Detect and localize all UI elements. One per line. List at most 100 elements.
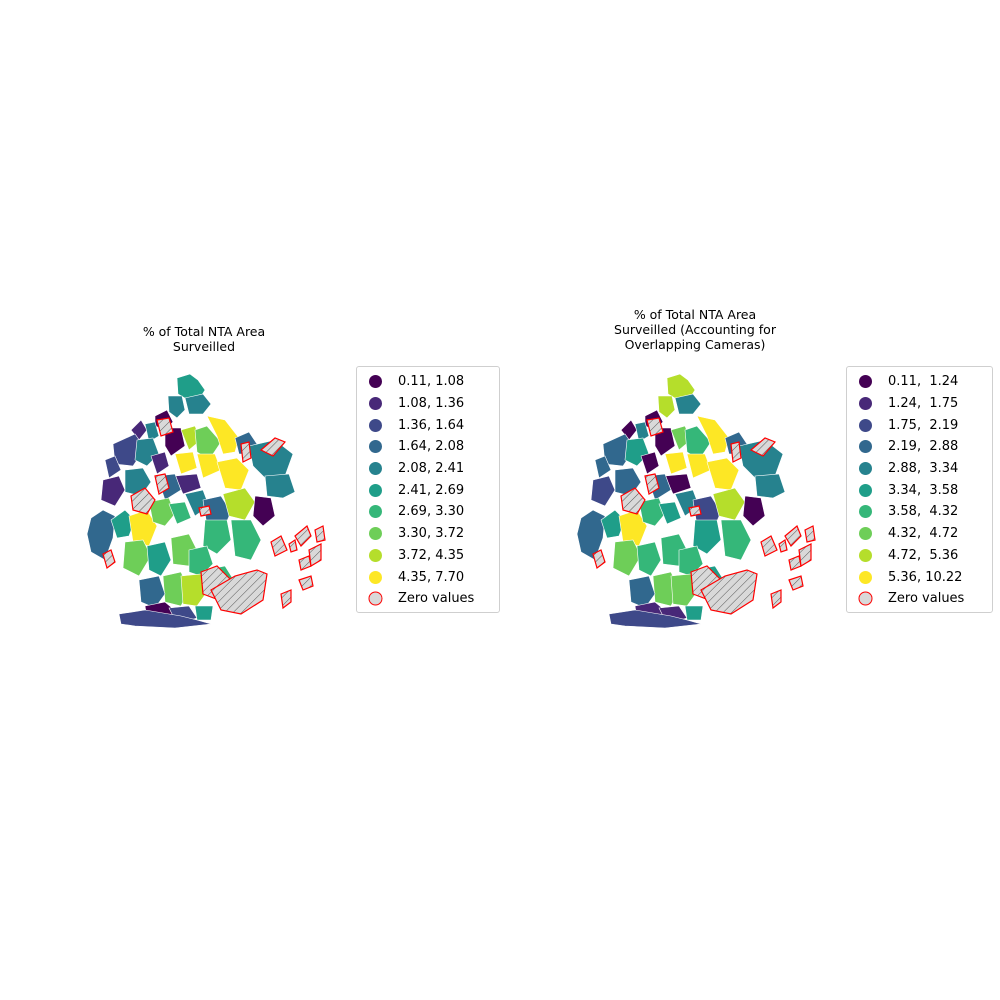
nta-region (696, 415, 730, 455)
choropleth-map-left (86, 373, 326, 629)
zero-value-region (646, 417, 664, 437)
legend-entry: Zero values (363, 588, 493, 610)
legend-label: Zero values (888, 591, 965, 607)
nta-region (686, 453, 712, 479)
nta-region (608, 609, 702, 629)
legend-swatch (859, 527, 872, 541)
zero-value-region (760, 535, 778, 557)
nta-region (657, 395, 676, 419)
nta-region (658, 501, 682, 525)
nta-region (86, 509, 116, 561)
zero-value-region (308, 543, 322, 567)
nta-region (150, 451, 170, 475)
nta-region (636, 541, 662, 577)
nta-region (720, 519, 752, 561)
legend-label: 2.88, 3.34 (888, 461, 959, 477)
zero-value-region (784, 525, 802, 547)
legend-label: 1.75, 2.19 (888, 417, 959, 433)
nta-region (196, 453, 222, 479)
nta-region (692, 519, 722, 555)
zero-value-region (798, 543, 812, 567)
legend-entry: 3.72, 4.35 (363, 545, 493, 567)
zero-value-region (644, 473, 660, 495)
legend-entry: 3.34, 3.58 (853, 479, 986, 501)
title-line: % of Total NTA Area (633, 307, 757, 322)
title-line: Surveilled (172, 339, 236, 354)
nta-region (148, 497, 176, 527)
legend-swatch (859, 375, 872, 389)
zero-value-region (156, 417, 174, 437)
legend-entry: 1.64, 2.08 (363, 436, 493, 458)
nta-region (264, 473, 296, 499)
legend-label: 0.11, 1.08 (398, 374, 465, 390)
nta-region (674, 393, 702, 415)
nta-region (252, 495, 276, 527)
choropleth-map-right (576, 373, 816, 629)
zero-value-region (259, 437, 287, 457)
zero-value-region (770, 589, 782, 610)
nta-region (576, 509, 606, 561)
nta-region (634, 421, 650, 443)
legend-entry: 5.36, 10.22 (853, 566, 986, 588)
nta-region (202, 519, 232, 555)
legend-entry: 4.35, 7.70 (363, 566, 493, 588)
nta-region (628, 575, 656, 609)
zero-value-region (240, 441, 252, 463)
zero-value-region (730, 441, 742, 463)
legend-swatch (369, 397, 382, 411)
legend-label: 1.36, 1.64 (398, 417, 465, 433)
legend-label: 1.64, 2.08 (398, 439, 465, 455)
zero-value-region (298, 555, 312, 571)
legend-entry: 3.30, 3.72 (363, 523, 493, 545)
legend-label: 3.30, 3.72 (398, 526, 465, 542)
legend-label: 3.72, 4.35 (398, 547, 465, 563)
zero-value-region (788, 575, 804, 591)
legend-swatch (859, 462, 872, 476)
nta-region (654, 427, 676, 457)
legend-swatch (859, 505, 872, 519)
zero-value-region (280, 589, 292, 610)
zero-value-region (154, 473, 170, 495)
legend-label: 4.32, 4.72 (888, 526, 959, 542)
zero-value-region (592, 549, 606, 570)
nta-region (167, 395, 186, 419)
map-title-left: % of Total NTA Area Surveilled (104, 324, 304, 354)
nta-region (184, 393, 212, 415)
nta-region (194, 605, 214, 621)
legend-swatch (369, 440, 382, 454)
legend-label: 4.72, 5.36 (888, 547, 959, 563)
legend-label: 1.24, 1.75 (888, 396, 959, 412)
zero-value-region (314, 525, 326, 543)
legend-swatch (369, 548, 382, 562)
legend-swatch (369, 570, 382, 584)
legend-label: 4.35, 7.70 (398, 569, 465, 585)
nta-region (640, 451, 660, 475)
legend-swatch (859, 440, 872, 454)
legend-entry: 2.41, 2.69 (363, 479, 493, 501)
nta-region (222, 487, 256, 521)
legend-swatch (859, 397, 872, 411)
legend-swatch (369, 505, 382, 519)
legend-label: 2.69, 3.30 (398, 504, 465, 520)
legend-right: 0.11, 1.24 1.24, 1.75 1.75, 2.19 2.19, 2.88… (846, 366, 993, 613)
nta-region (712, 487, 746, 521)
legend-left: 0.11, 1.08 1.08, 1.36 1.36, 1.64 1.64, 2.08… (356, 366, 500, 613)
nta-region (742, 495, 766, 527)
legend-label: 2.19, 2.88 (888, 439, 959, 455)
nta-region (206, 415, 240, 455)
nta-region (638, 497, 666, 527)
title-line: % of Total NTA Area (142, 324, 266, 339)
legend-label: 0.11, 1.24 (888, 374, 959, 390)
nta-region (122, 539, 152, 577)
legend-entry: 1.36, 1.64 (363, 414, 493, 436)
legend-label: 2.08, 2.41 (398, 461, 465, 477)
legend-entry: 2.69, 3.30 (363, 501, 493, 523)
legend-swatch (858, 591, 873, 606)
legend-entry: 2.08, 2.41 (363, 458, 493, 480)
title-line: Overlapping Cameras) (624, 337, 766, 352)
zero-value-region (288, 539, 298, 553)
nta-region (684, 605, 704, 621)
legend-label: 3.58, 4.32 (888, 504, 959, 520)
legend-swatch (369, 483, 382, 497)
zero-value-region (198, 505, 212, 517)
